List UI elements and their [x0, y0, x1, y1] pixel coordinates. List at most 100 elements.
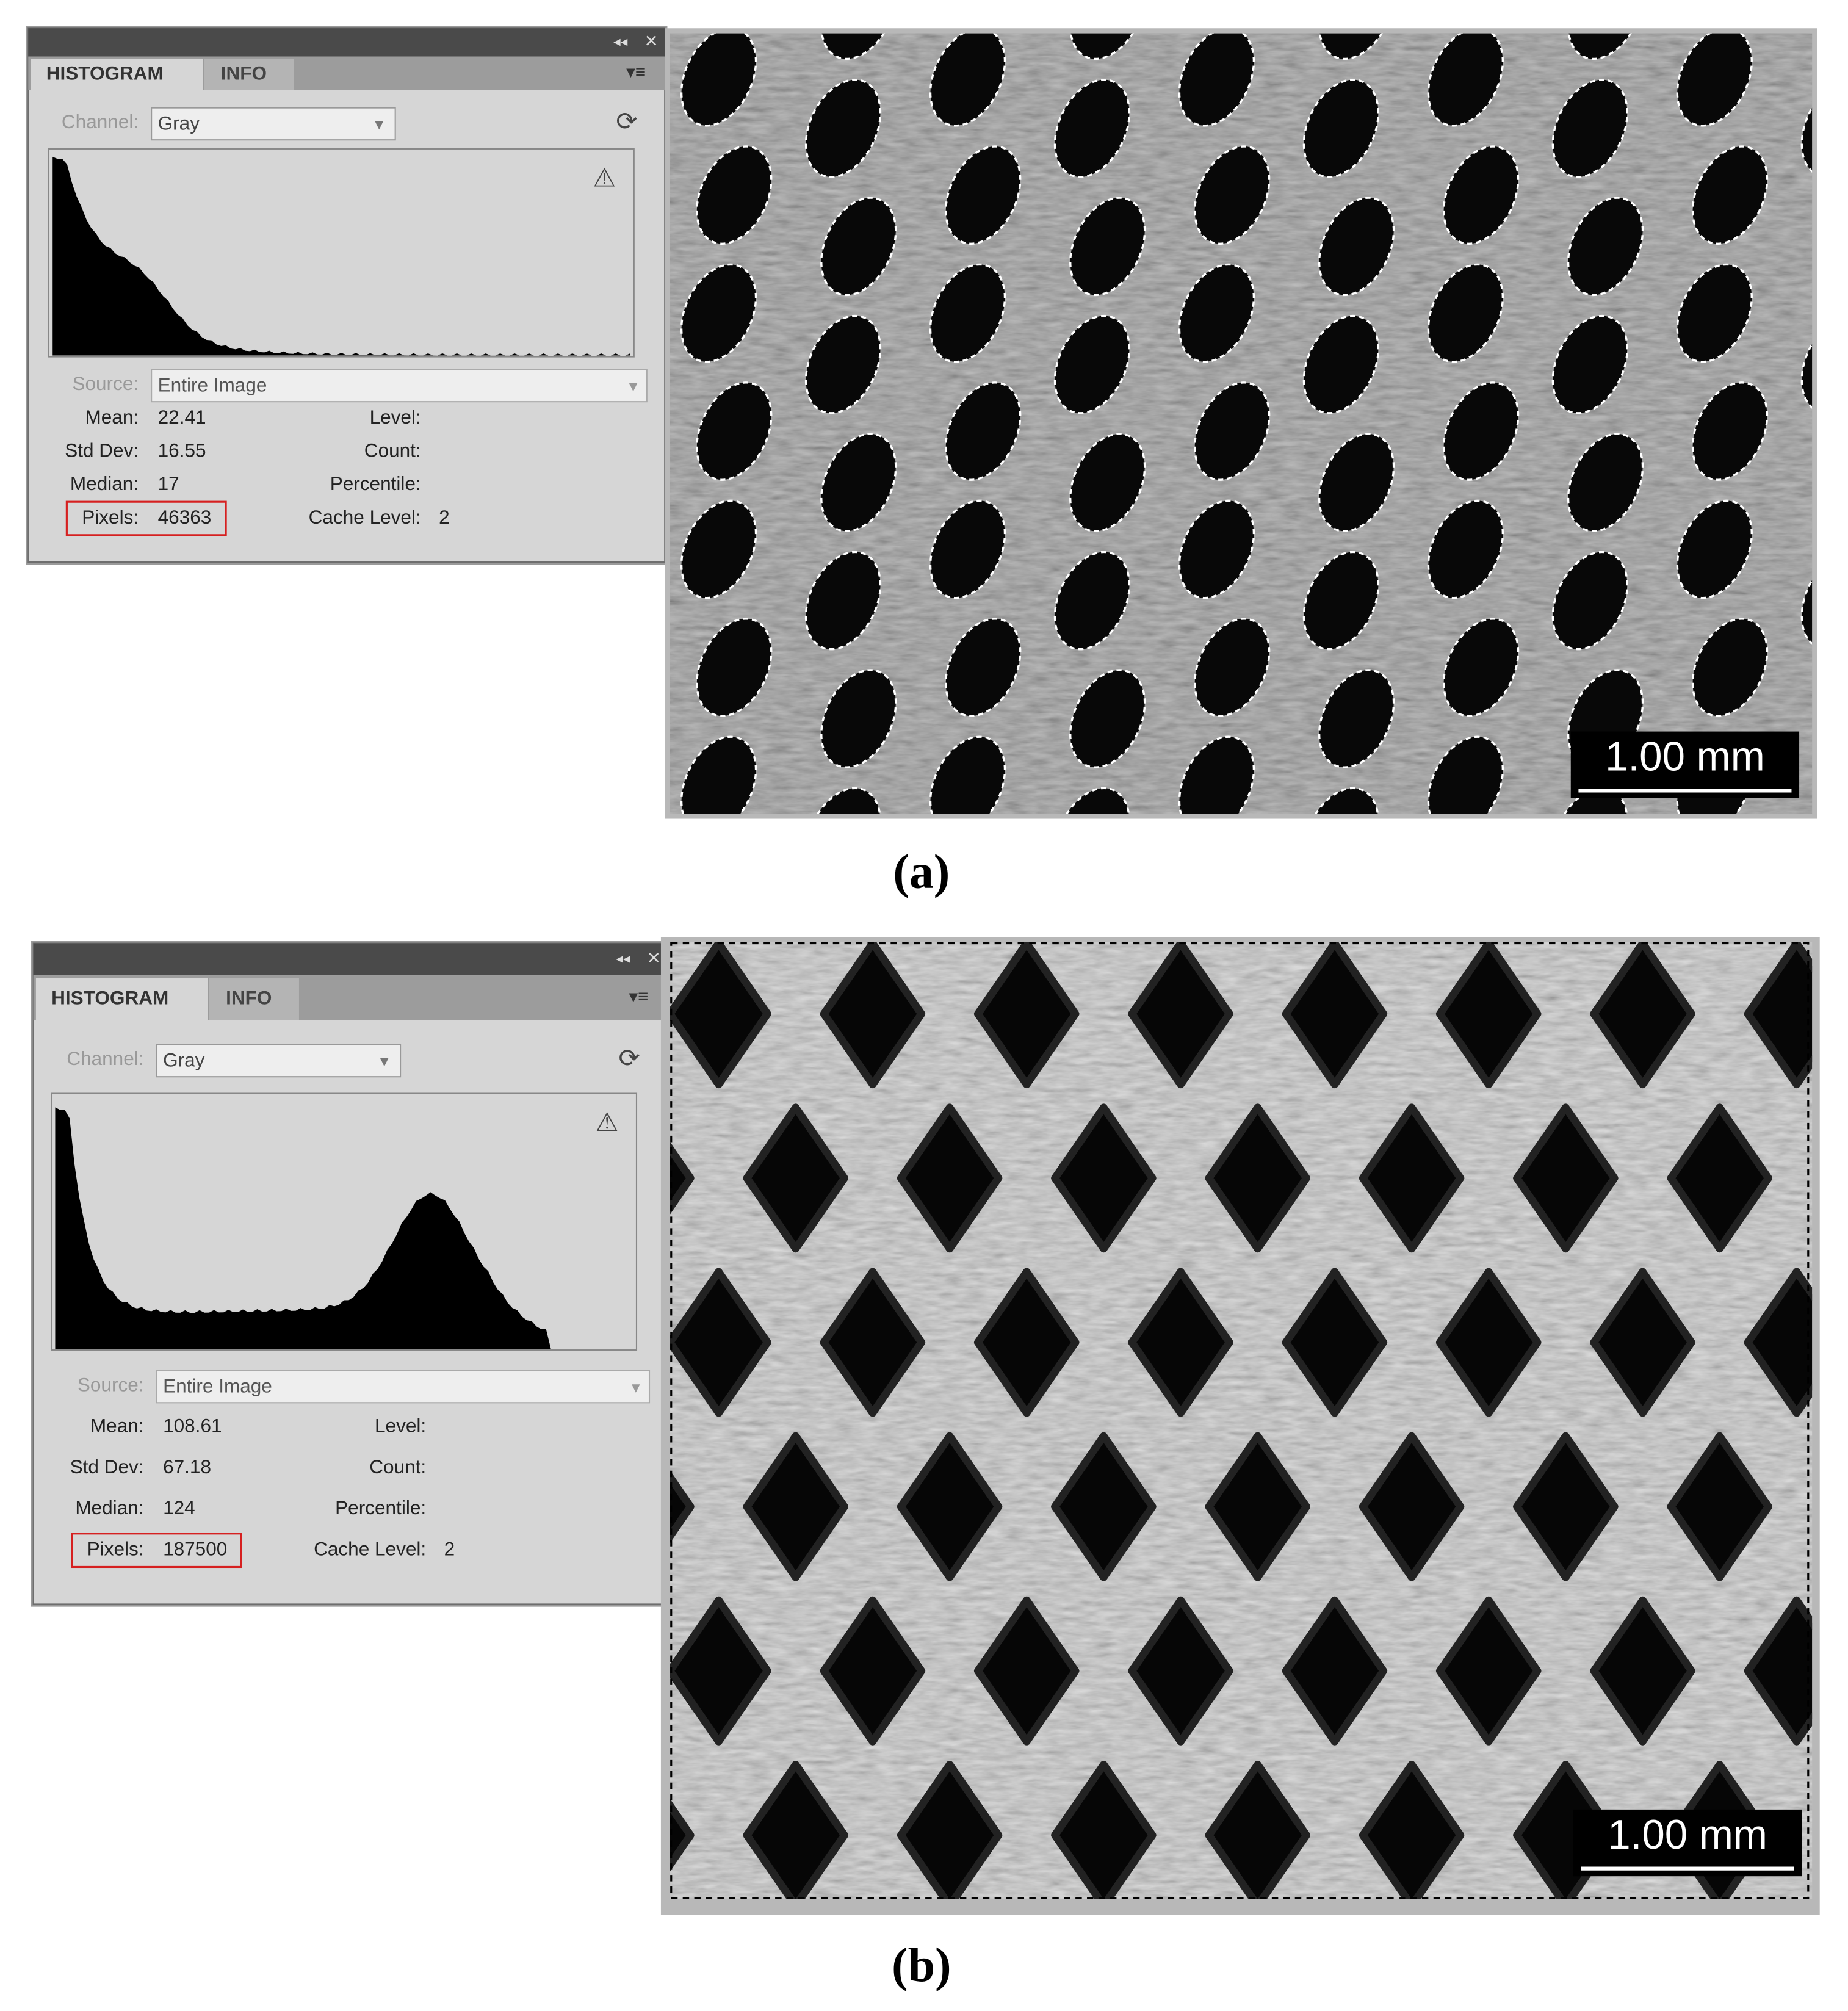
hole [696, 145, 773, 245]
histogram-graph [52, 156, 630, 356]
channel-dropdown[interactable] [156, 1044, 402, 1078]
hole [804, 314, 882, 414]
hole [974, 1596, 1080, 1746]
hole [1442, 618, 1520, 717]
hole [1825, 1764, 1848, 1905]
hole [1440, 1929, 1537, 2011]
hole [1051, 1760, 1157, 1900]
scale-bar-box [1570, 731, 1800, 798]
refresh-icon[interactable]: ⟳ [616, 107, 637, 135]
hole [1302, 78, 1380, 178]
hole [820, 197, 897, 297]
tab-histogram[interactable] [31, 59, 203, 90]
hole [1590, 1596, 1695, 1746]
hole [1667, 1432, 1772, 1581]
scale-bar-label: 1.00 mm [1608, 1812, 1767, 1858]
hole [897, 1103, 1003, 1253]
stat-label: Level: [370, 406, 421, 428]
hole [1318, 33, 1395, 60]
source-label: Source: [78, 1373, 144, 1395]
hole [1205, 1760, 1310, 1900]
tab-info[interactable] [209, 978, 299, 1020]
tab-histogram[interactable] [35, 978, 208, 1020]
hole [820, 942, 926, 1089]
hole [1442, 145, 1520, 245]
selection-border [670, 942, 1810, 1899]
hole [1069, 33, 1146, 60]
hole [820, 33, 897, 60]
stat-value: 124 [163, 1497, 195, 1518]
hole [670, 1799, 695, 1872]
hole [1590, 1268, 1695, 1417]
title-bar [33, 943, 668, 976]
hole [1178, 263, 1255, 363]
scale-bar-box [1573, 1809, 1802, 1877]
hole [820, 433, 897, 532]
hole [945, 381, 1022, 481]
stat-value: 16.55 [158, 439, 206, 461]
scale-bar-label: 1.00 mm [1605, 734, 1765, 780]
hole [929, 499, 1006, 599]
caption: (b) [892, 1938, 951, 1992]
warning-icon: ⚠ [593, 163, 616, 192]
dropdown-arrow: ▼ [629, 1379, 643, 1395]
stat-label: Std Dev: [70, 1456, 144, 1478]
hole [1590, 942, 1695, 1089]
hole [1128, 1268, 1233, 1417]
hole [680, 263, 757, 363]
hole [680, 499, 757, 599]
menu-icon: ▾≡ [629, 987, 648, 1007]
stat-label: Pixels: [87, 1537, 144, 1559]
hole [1744, 1596, 1813, 1746]
hole [1435, 1268, 1542, 1417]
hole [1282, 942, 1388, 1089]
tab-info[interactable] [204, 59, 294, 90]
hole [1513, 1432, 1619, 1581]
hole [670, 1929, 768, 2011]
hole [1551, 314, 1628, 414]
refresh-icon[interactable]: ⟳ [619, 1044, 640, 1072]
hole [1567, 433, 1644, 532]
hole [1825, 1436, 1848, 1577]
hole [1676, 33, 1753, 127]
channel-dropdown[interactable] [151, 107, 396, 141]
source-dropdown[interactable] [156, 1370, 651, 1404]
hole [974, 1268, 1080, 1417]
hole [974, 942, 1080, 1089]
hole [1069, 433, 1146, 532]
hole [1302, 314, 1380, 414]
hole [804, 78, 882, 178]
hole [1359, 1103, 1465, 1253]
hole [1551, 78, 1628, 178]
cache-level-value: 2 [439, 506, 450, 528]
source-dropdown[interactable] [151, 369, 648, 403]
stat-label: Percentile: [330, 472, 421, 494]
hole [804, 551, 882, 651]
dropdown-arrow: ▼ [372, 117, 386, 132]
stat-value: 67.18 [163, 1456, 211, 1478]
stat-label: Cache Level: [314, 1537, 426, 1559]
source-value: Entire Image [163, 1374, 272, 1396]
hole [929, 263, 1006, 363]
stat-label: Mean: [90, 1415, 144, 1437]
hole [1513, 1103, 1619, 1253]
hole [1178, 499, 1255, 599]
hole [1551, 551, 1628, 651]
stat-label: Level: [375, 1415, 426, 1437]
hole [1053, 78, 1131, 178]
hole [516, 1600, 613, 1741]
hole [1359, 1432, 1465, 1581]
hole [1744, 1268, 1813, 1417]
hole [1205, 1103, 1310, 1253]
hole [1286, 1929, 1384, 2011]
hole [1429, 0, 1532, 20]
hole [743, 1760, 848, 1900]
hole [1427, 33, 1504, 127]
stat-label: Percentile: [335, 1497, 426, 1518]
hole [1132, 1929, 1230, 2011]
hole [743, 1432, 848, 1581]
hole [670, 1141, 695, 1215]
tab-label: HISTOGRAM [51, 986, 168, 1008]
hole [1128, 942, 1233, 1089]
hole [1051, 1103, 1157, 1253]
